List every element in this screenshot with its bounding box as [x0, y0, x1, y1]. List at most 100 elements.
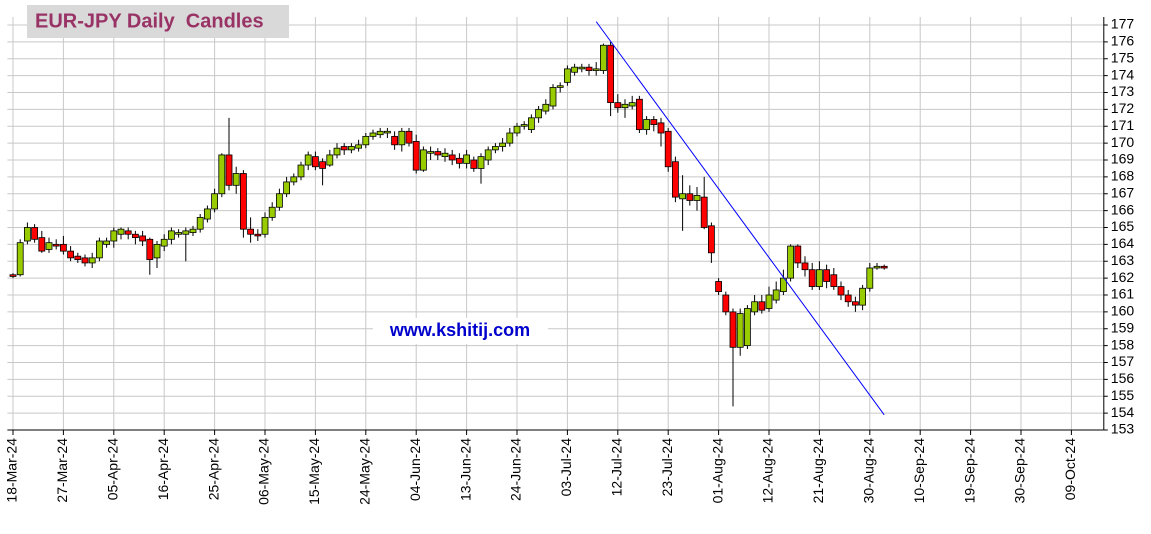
candle-body — [9, 274, 17, 277]
candle-body — [592, 68, 600, 71]
candle-body — [808, 269, 816, 287]
candle-body — [801, 262, 809, 271]
candle-body — [700, 196, 708, 228]
y-tick-label: 167 — [1111, 184, 1135, 200]
candle-body — [520, 124, 528, 127]
x-tick-label: 05-Apr-24 — [105, 438, 121, 500]
candle-body — [124, 230, 132, 235]
y-tick-label: 158 — [1111, 336, 1135, 352]
candle-body — [816, 269, 823, 287]
candle-body — [131, 233, 139, 239]
candle-body — [758, 301, 766, 311]
candle-body — [362, 135, 370, 146]
candle-body — [67, 250, 74, 259]
candle-body — [657, 122, 665, 134]
x-tick-label: 01-Aug-24 — [709, 438, 725, 504]
candle-body — [708, 225, 715, 254]
grid: 1531541551561571581591601611621631641651… — [4, 16, 1135, 505]
candle-body — [484, 149, 492, 161]
candle-body — [744, 308, 751, 347]
candle-body — [88, 257, 96, 264]
candle-body — [880, 265, 888, 269]
candle-body — [621, 103, 629, 109]
x-tick-label: 27-Mar-24 — [54, 438, 70, 503]
candle-body — [268, 206, 276, 218]
candle-body — [844, 294, 852, 303]
y-tick-label: 173 — [1111, 83, 1135, 99]
candle-body — [333, 147, 341, 156]
candle-body — [319, 161, 327, 169]
x-tick-label: 16-Apr-24 — [155, 438, 171, 500]
candle-body — [679, 193, 686, 200]
y-tick-label: 176 — [1111, 33, 1135, 49]
candle-body — [607, 44, 614, 104]
candle-body — [852, 301, 859, 306]
candle-body — [427, 151, 435, 154]
candle-body — [283, 181, 291, 195]
x-tick-label: 04-Jun-24 — [407, 438, 423, 501]
candle-body — [326, 154, 334, 166]
candle-body — [794, 245, 802, 264]
y-tick-label: 172 — [1111, 100, 1135, 116]
x-tick-label: 12-Aug-24 — [760, 438, 776, 504]
candle-body — [290, 176, 298, 183]
candle-body — [837, 286, 845, 296]
candle-body — [636, 98, 643, 131]
x-tick-label: 18-Mar-24 — [4, 438, 20, 503]
candle-body — [664, 130, 672, 168]
x-tick-label: 13-Jun-24 — [457, 438, 473, 501]
candle-body — [261, 216, 269, 235]
candle-body — [175, 232, 183, 235]
candle-body — [650, 119, 658, 125]
candle-body — [448, 154, 456, 161]
candle-body — [686, 193, 694, 201]
x-tick-label: 06-May-24 — [256, 438, 272, 505]
candle-body — [549, 87, 557, 107]
candle-body — [491, 146, 499, 151]
y-tick-label: 171 — [1111, 117, 1135, 133]
candle-body — [110, 230, 118, 242]
candle-body — [765, 294, 773, 309]
y-tick-label: 175 — [1111, 49, 1135, 65]
candle-body — [729, 311, 737, 348]
y-tick-label: 166 — [1111, 201, 1135, 217]
candle-body — [528, 117, 535, 131]
candle-body — [160, 238, 168, 247]
annotation: www.kshitij.com — [389, 320, 530, 340]
candle-body — [247, 228, 255, 235]
candle-body — [376, 130, 384, 136]
x-tick-label: 24-May-24 — [357, 438, 373, 505]
y-tick-label: 164 — [1111, 235, 1135, 251]
y-tick-label: 163 — [1111, 252, 1135, 268]
candle-body — [117, 228, 125, 235]
candle-body — [571, 66, 578, 73]
candle-body — [139, 235, 147, 242]
candle-body — [405, 130, 413, 144]
candle-body — [347, 146, 355, 151]
candle-body — [38, 237, 46, 252]
candle-body — [74, 255, 82, 260]
x-tick-label: 15-May-24 — [306, 438, 322, 505]
candle-body — [167, 230, 175, 240]
candle-body — [304, 154, 312, 166]
candle-body — [182, 230, 190, 235]
x-tick-label: 25-Apr-24 — [205, 438, 221, 500]
title-box — [27, 5, 289, 38]
candle-body — [419, 149, 427, 171]
candle-body — [340, 146, 348, 151]
candle-body — [780, 277, 787, 293]
candle-body — [672, 161, 679, 198]
candle-body — [369, 132, 377, 137]
candle-body — [441, 152, 449, 158]
candle-body — [196, 216, 204, 230]
x-tick-label: 23-Jul-24 — [659, 438, 675, 497]
y-tick-label: 168 — [1111, 168, 1135, 184]
candle-body — [311, 156, 319, 168]
candle-body — [52, 243, 60, 247]
candle-body — [383, 130, 391, 134]
candle-body — [866, 267, 874, 289]
candle-body — [103, 240, 110, 245]
y-tick-label: 154 — [1111, 404, 1135, 420]
candle-body — [81, 257, 89, 264]
